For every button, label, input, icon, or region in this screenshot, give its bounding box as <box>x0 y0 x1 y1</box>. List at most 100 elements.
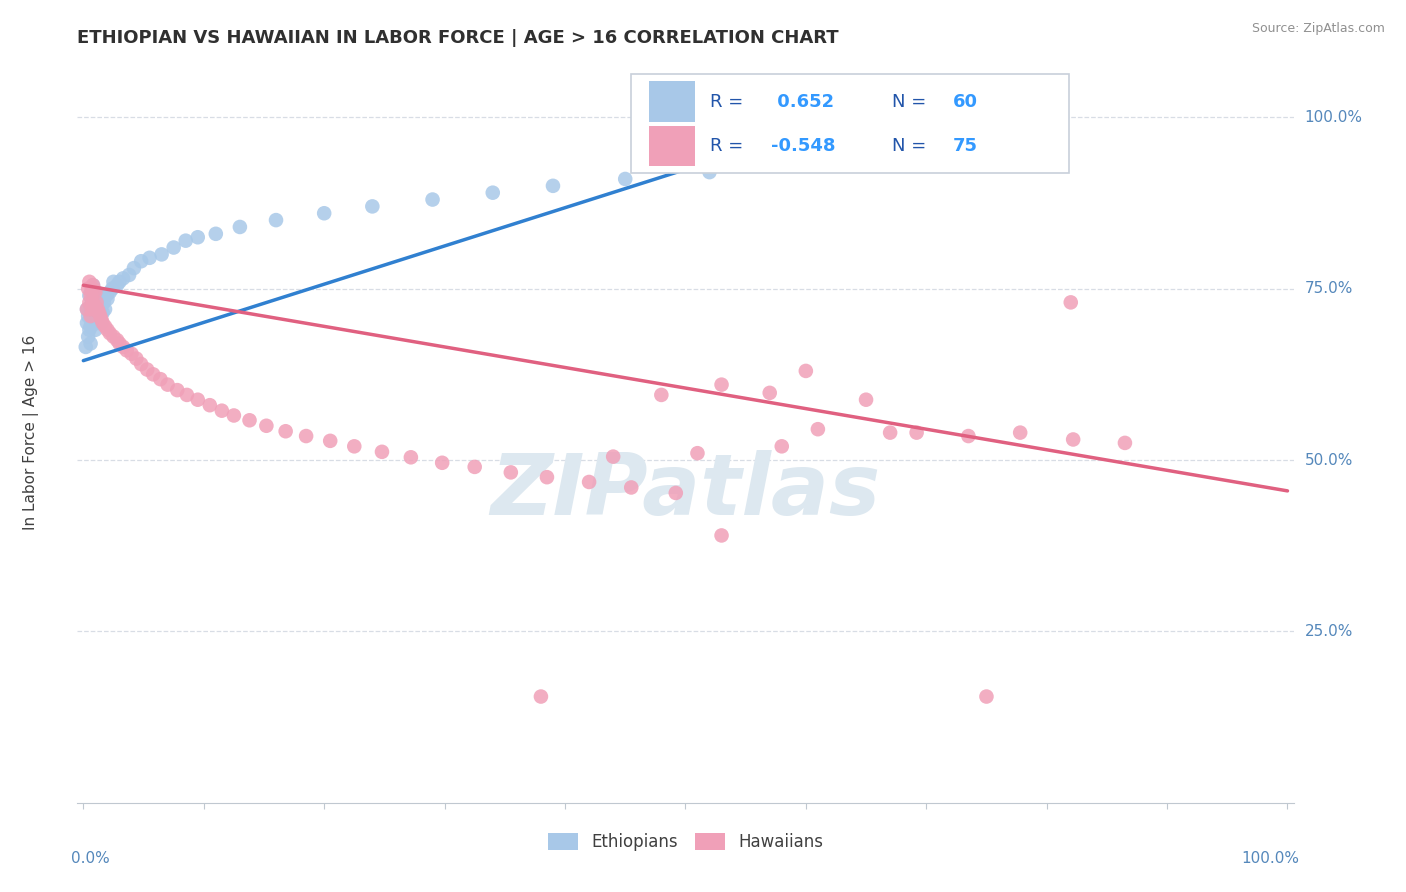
Text: N =: N = <box>893 93 932 111</box>
Point <box>79 299 101 313</box>
Point <box>108 275 131 289</box>
Point <box>129 254 152 268</box>
Point <box>807 422 830 436</box>
Point <box>957 429 980 443</box>
Point <box>80 302 103 317</box>
Point <box>136 362 159 376</box>
Point <box>75 340 97 354</box>
Point <box>361 199 384 213</box>
Point <box>79 288 101 302</box>
Text: 0.652: 0.652 <box>770 93 834 111</box>
Point <box>464 459 486 474</box>
Point <box>86 285 108 299</box>
Text: N =: N = <box>893 137 932 155</box>
FancyBboxPatch shape <box>650 81 695 122</box>
Point <box>125 351 148 366</box>
Point <box>314 206 336 220</box>
Text: Source: ZipAtlas.com: Source: ZipAtlas.com <box>1251 22 1385 36</box>
Point <box>650 388 672 402</box>
Point <box>115 343 138 358</box>
Point <box>96 292 118 306</box>
Text: -0.548: -0.548 <box>770 137 835 155</box>
Point <box>79 309 101 323</box>
Point <box>103 275 125 289</box>
Point <box>108 336 131 351</box>
Text: 100.0%: 100.0% <box>1241 851 1299 866</box>
Point <box>83 299 105 313</box>
Point <box>614 172 637 186</box>
Point <box>98 285 121 299</box>
Point <box>855 392 877 407</box>
Point <box>112 271 135 285</box>
Point <box>76 302 98 317</box>
Point <box>77 329 100 343</box>
Point <box>602 450 624 464</box>
Point <box>82 295 104 310</box>
Point <box>89 309 111 323</box>
FancyBboxPatch shape <box>631 73 1069 173</box>
Point <box>499 466 522 480</box>
Point <box>80 282 103 296</box>
Point <box>150 247 173 261</box>
Point <box>79 275 101 289</box>
Point <box>91 316 114 330</box>
Text: 100.0%: 100.0% <box>1305 110 1362 125</box>
Text: 75: 75 <box>953 137 979 155</box>
Point <box>90 316 112 330</box>
Point <box>149 372 172 386</box>
Point <box>163 240 186 255</box>
Point <box>83 283 105 297</box>
Text: 75.0%: 75.0% <box>1305 281 1353 296</box>
Point <box>79 323 101 337</box>
Point <box>399 450 422 465</box>
Point <box>758 385 780 400</box>
Point <box>254 418 277 433</box>
Point <box>84 302 107 317</box>
Point <box>105 333 128 347</box>
Point <box>371 445 394 459</box>
Point <box>87 306 110 320</box>
Point <box>710 377 733 392</box>
Point <box>94 319 117 334</box>
Point <box>82 278 104 293</box>
Legend: Ethiopians, Hawaiians: Ethiopians, Hawaiians <box>541 826 830 857</box>
Text: ZIPatlas: ZIPatlas <box>491 450 880 533</box>
Point <box>541 178 564 193</box>
Point <box>620 480 643 494</box>
Point <box>222 409 245 423</box>
Point <box>87 299 110 313</box>
Point <box>1062 433 1084 447</box>
Point <box>710 528 733 542</box>
Point <box>578 475 600 489</box>
Text: 60: 60 <box>953 93 979 111</box>
Point <box>166 383 188 397</box>
Point <box>87 309 110 323</box>
Point <box>83 309 105 323</box>
Point <box>1060 295 1083 310</box>
Point <box>905 425 928 440</box>
Point <box>93 295 115 310</box>
Point <box>87 316 110 330</box>
Point <box>80 302 103 317</box>
Point <box>87 292 110 306</box>
Point <box>121 347 143 361</box>
Text: R =: R = <box>710 93 749 111</box>
Point <box>90 312 112 326</box>
Text: In Labor Force | Age > 16: In Labor Force | Age > 16 <box>22 335 39 530</box>
Point <box>770 439 793 453</box>
Point <box>84 306 107 320</box>
Point <box>94 302 117 317</box>
Point <box>204 227 226 241</box>
Point <box>96 323 118 337</box>
Point <box>91 306 114 320</box>
Point <box>105 278 128 293</box>
Point <box>794 364 817 378</box>
Point <box>176 388 198 402</box>
Point <box>118 268 141 282</box>
Point <box>87 302 110 317</box>
Point <box>80 316 103 330</box>
Point <box>422 193 444 207</box>
Text: 0.0%: 0.0% <box>72 851 110 866</box>
Point <box>84 323 107 337</box>
Point <box>174 234 197 248</box>
